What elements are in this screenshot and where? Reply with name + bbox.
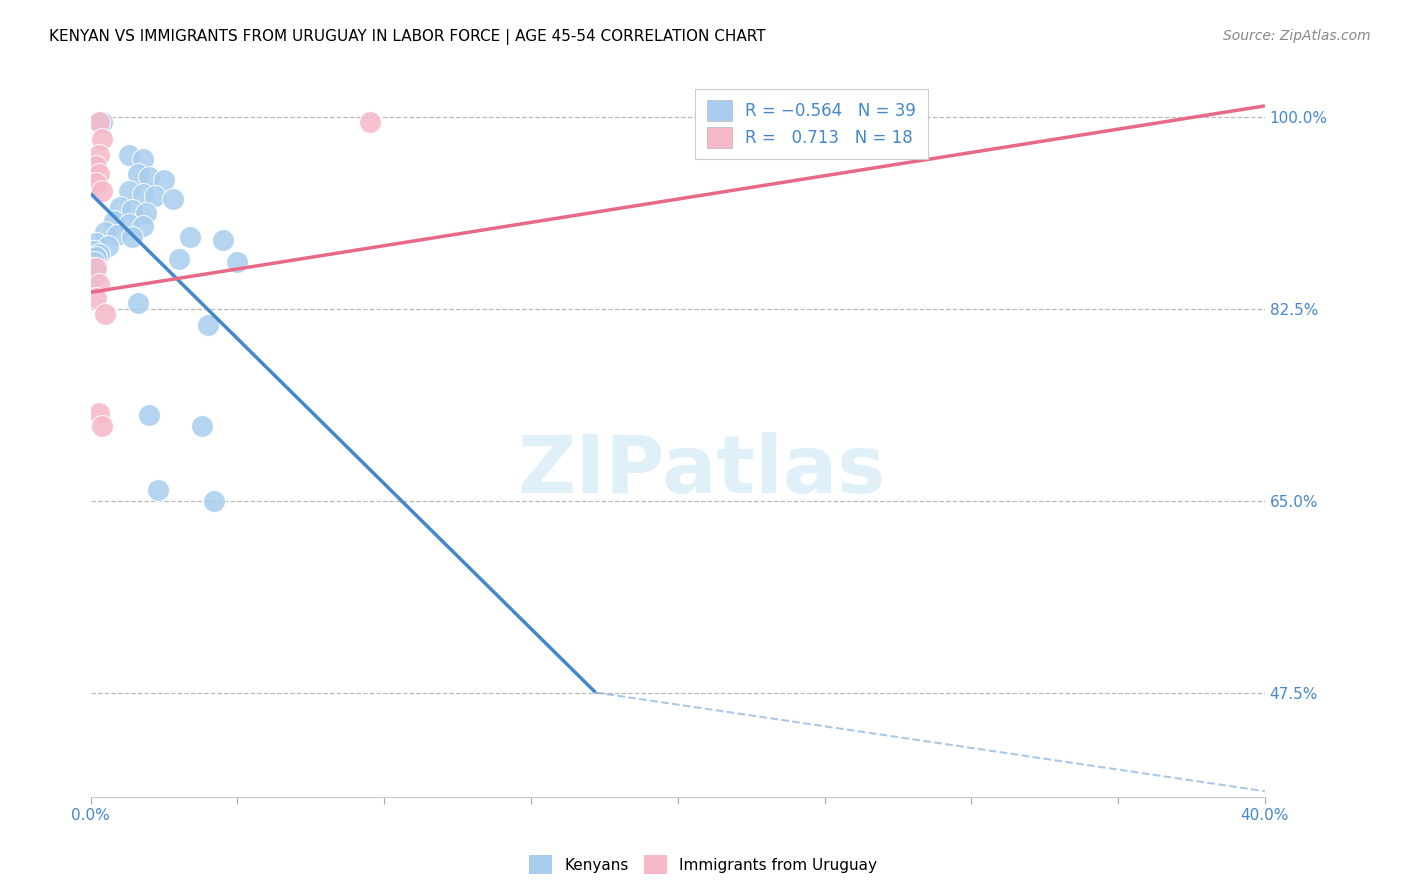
Point: [108, 200, 131, 214]
Point: [86, 291, 108, 305]
Point: [127, 296, 149, 310]
Point: [118, 217, 141, 231]
Point: [91, 132, 114, 146]
Point: [132, 152, 155, 166]
Point: [103, 214, 125, 228]
Text: ZIPatlas: ZIPatlas: [517, 432, 886, 510]
Point: [138, 170, 160, 185]
Point: [146, 483, 169, 497]
Point: [91, 185, 114, 199]
Legend: R = −0.564   N = 39, R =   0.713   N = 18: R = −0.564 N = 39, R = 0.713 N = 18: [695, 88, 928, 159]
Point: [91, 419, 114, 434]
Point: [91, 115, 114, 129]
Point: [83, 268, 105, 283]
Legend: Kenyans, Immigrants from Uruguay: Kenyans, Immigrants from Uruguay: [523, 849, 883, 880]
Point: [143, 188, 166, 202]
Point: [121, 230, 143, 244]
Point: [118, 148, 141, 162]
Point: [83, 254, 105, 268]
Point: [89, 406, 111, 420]
Point: [191, 419, 214, 434]
Point: [97, 239, 120, 253]
Point: [179, 230, 201, 244]
Point: [89, 277, 111, 291]
Point: [89, 115, 111, 129]
Text: KENYAN VS IMMIGRANTS FROM URUGUAY IN LABOR FORCE | AGE 45-54 CORRELATION CHART: KENYAN VS IMMIGRANTS FROM URUGUAY IN LAB…: [49, 29, 766, 45]
Point: [167, 252, 190, 267]
Point: [83, 244, 105, 258]
Point: [86, 235, 108, 250]
Point: [696, 115, 718, 129]
Point: [197, 318, 219, 333]
Point: [153, 173, 176, 187]
Point: [105, 228, 128, 243]
Point: [132, 219, 155, 234]
Point: [89, 167, 111, 181]
Point: [94, 225, 117, 239]
Point: [138, 408, 160, 422]
Point: [86, 266, 108, 280]
Point: [132, 186, 155, 201]
Point: [135, 206, 157, 220]
Point: [127, 167, 149, 181]
Point: [86, 176, 108, 190]
Point: [83, 261, 105, 276]
Point: [86, 261, 108, 276]
Text: Source: ZipAtlas.com: Source: ZipAtlas.com: [1223, 29, 1371, 44]
Point: [202, 493, 225, 508]
Point: [162, 192, 184, 206]
Point: [89, 247, 111, 261]
Point: [121, 202, 143, 217]
Point: [89, 148, 111, 162]
Point: [211, 233, 233, 247]
Point: [86, 250, 108, 264]
Point: [94, 307, 117, 321]
Point: [118, 185, 141, 199]
Point: [86, 159, 108, 173]
Point: [359, 115, 381, 129]
Point: [226, 254, 249, 268]
